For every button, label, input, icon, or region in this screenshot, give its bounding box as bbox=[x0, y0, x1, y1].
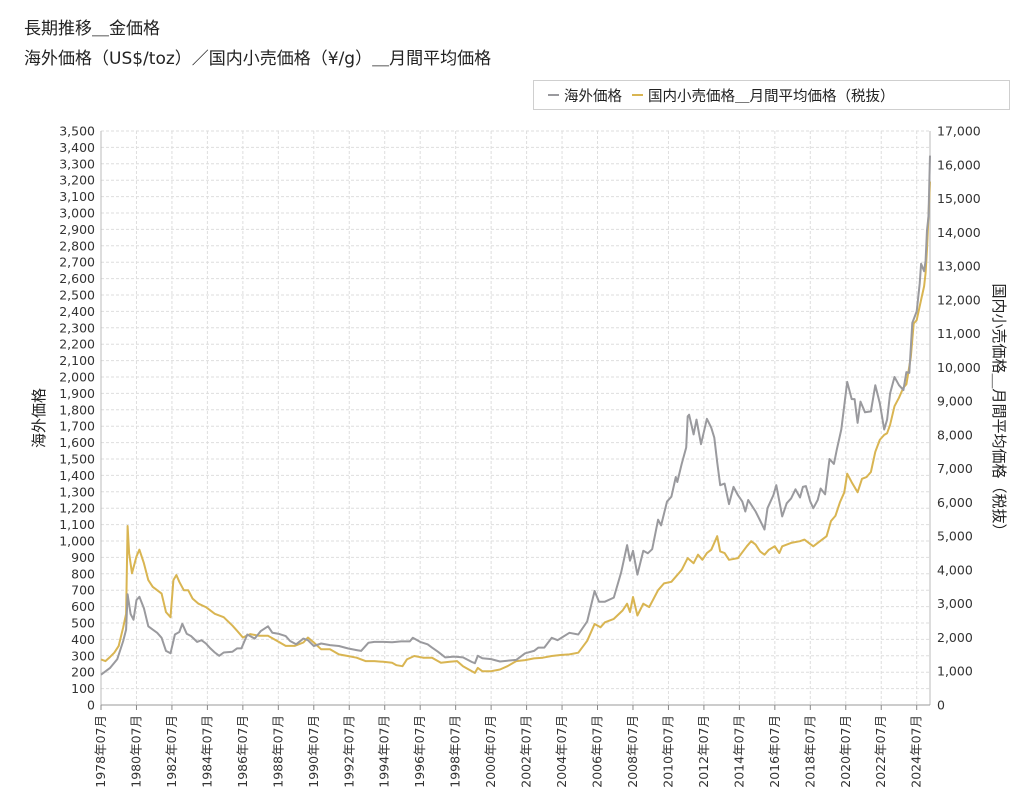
left-tick-label: 2,900 bbox=[59, 222, 95, 237]
series-lines bbox=[100, 155, 931, 676]
x-tick-label: 1982年07月 bbox=[164, 715, 179, 788]
x-tick-label: 1988年07月 bbox=[270, 715, 285, 788]
left-tick-label: 1,100 bbox=[59, 517, 95, 532]
right-tick-label: 4,000 bbox=[937, 562, 973, 577]
left-tick-label: 1,000 bbox=[59, 534, 95, 549]
right-axis-title: 国内小売価格＿月間平均価格（税抜） bbox=[990, 283, 1008, 538]
right-tick-label: 8,000 bbox=[937, 427, 973, 442]
left-tick-label: 800 bbox=[71, 566, 95, 581]
left-tick-label: 2,200 bbox=[59, 337, 95, 352]
x-tick-label: 1980年07月 bbox=[128, 715, 143, 788]
left-tick-label: 2,000 bbox=[59, 370, 95, 385]
left-tick-label: 200 bbox=[71, 665, 95, 680]
x-tick-label: 1978年07月 bbox=[93, 715, 108, 788]
x-tick-label: 1984年07月 bbox=[199, 715, 214, 788]
left-tick-label: 1,900 bbox=[59, 386, 95, 401]
right-tick-label: 11,000 bbox=[937, 326, 981, 341]
right-tick-label: 12,000 bbox=[937, 292, 981, 307]
left-tick-label: 2,800 bbox=[59, 238, 95, 253]
x-tick-label: 2018年07月 bbox=[802, 715, 817, 788]
left-tick-label: 3,300 bbox=[59, 156, 95, 171]
left-tick-label: 400 bbox=[71, 632, 95, 647]
left-axis-ticks: 01002003004005006007008009001,0001,1001,… bbox=[59, 124, 95, 713]
x-tick-label: 2006年07月 bbox=[590, 715, 605, 788]
right-tick-label: 2,000 bbox=[937, 630, 973, 645]
x-tick-label: 2010年07月 bbox=[660, 715, 675, 788]
left-tick-label: 1,300 bbox=[59, 484, 95, 499]
x-tick-label: 2024年07月 bbox=[909, 715, 924, 788]
x-tick-label: 2000年07月 bbox=[483, 715, 498, 788]
right-tick-label: 0 bbox=[937, 698, 945, 713]
right-tick-label: 9,000 bbox=[937, 394, 973, 409]
left-tick-label: 3,000 bbox=[59, 206, 95, 221]
x-tick-label: 2014年07月 bbox=[731, 715, 746, 788]
x-tick-label: 1986年07月 bbox=[235, 715, 250, 788]
x-tick-label: 1990年07月 bbox=[306, 715, 321, 788]
x-tick-label: 2012年07月 bbox=[696, 715, 711, 788]
left-tick-label: 1,200 bbox=[59, 501, 95, 516]
x-tick-label: 2016年07月 bbox=[767, 715, 782, 788]
left-tick-label: 1,700 bbox=[59, 419, 95, 434]
right-axis-ticks: 0 1,000 2,000 3,000 4,000 5,000 6,000 7,000 8,00… bbox=[937, 124, 981, 713]
right-tick-label: 16,000 bbox=[937, 157, 981, 172]
x-tick-label: 2008年07月 bbox=[625, 715, 640, 788]
x-axis-ticks: 1978年07月 1980年07月 1982年07月 1984年07月 1986年07月… bbox=[93, 705, 924, 788]
left-tick-label: 2,500 bbox=[59, 288, 95, 303]
left-tick-label: 2,600 bbox=[59, 271, 95, 286]
left-tick-label: 1,500 bbox=[59, 452, 95, 467]
left-tick-label: 1,400 bbox=[59, 468, 95, 483]
x-tick-label: 2022年07月 bbox=[873, 715, 888, 788]
left-tick-label: 2,700 bbox=[59, 255, 95, 270]
right-tick-label: 5,000 bbox=[937, 529, 973, 544]
right-tick-label: 3,000 bbox=[937, 596, 973, 611]
left-tick-label: 2,300 bbox=[59, 320, 95, 335]
series-line-domestic bbox=[100, 181, 931, 674]
series-line-overseas bbox=[100, 155, 931, 676]
chart-legend: 海外価格 国内小売価格＿月間平均価格（税抜） bbox=[533, 80, 1010, 110]
x-tick-label: 2004年07月 bbox=[554, 715, 569, 788]
left-tick-label: 3,500 bbox=[59, 124, 95, 139]
left-tick-label: 100 bbox=[71, 681, 95, 696]
left-tick-label: 3,100 bbox=[59, 189, 95, 204]
left-tick-label: 900 bbox=[71, 550, 95, 565]
left-tick-label: 2,100 bbox=[59, 353, 95, 368]
chart-subtitle: 海外価格（US$/toz）／国内小売価格（¥/g）＿月間平均価格 bbox=[24, 49, 492, 69]
x-tick-label: 2002年07月 bbox=[519, 715, 534, 788]
x-tick-label: 1996年07月 bbox=[412, 715, 427, 788]
legend-swatch-overseas bbox=[548, 94, 559, 96]
x-tick-label: 1992年07月 bbox=[341, 715, 356, 788]
left-tick-label: 500 bbox=[71, 616, 95, 631]
left-tick-label: 3,400 bbox=[59, 140, 95, 155]
left-axis-title: 海外価格 bbox=[30, 388, 48, 448]
chart-title: 長期推移＿金価格 bbox=[24, 19, 160, 39]
x-tick-label: 2020年07月 bbox=[838, 715, 853, 788]
x-tick-label: 1998年07月 bbox=[448, 715, 463, 788]
right-tick-label: 14,000 bbox=[937, 225, 981, 240]
legend-label-domestic: 国内小売価格＿月間平均価格（税抜） bbox=[648, 88, 895, 105]
x-tick-label: 1994年07月 bbox=[377, 715, 392, 788]
left-tick-label: 600 bbox=[71, 599, 95, 614]
right-tick-label: 15,000 bbox=[937, 191, 981, 206]
legend-item-domestic[interactable]: 国内小売価格＿月間平均価格（税抜） bbox=[632, 85, 895, 106]
left-tick-label: 1,600 bbox=[59, 435, 95, 450]
legend-item-overseas[interactable]: 海外価格 bbox=[548, 85, 622, 106]
left-tick-label: 3,200 bbox=[59, 173, 95, 188]
left-tick-label: 1,800 bbox=[59, 402, 95, 417]
left-tick-label: 700 bbox=[71, 583, 95, 598]
right-tick-label: 1,000 bbox=[937, 664, 973, 679]
right-tick-label: 6,000 bbox=[937, 495, 973, 510]
right-tick-label: 7,000 bbox=[937, 461, 973, 476]
right-tick-label: 10,000 bbox=[937, 360, 981, 375]
legend-label-overseas: 海外価格 bbox=[564, 88, 622, 105]
chart-grid bbox=[100, 130, 931, 706]
left-tick-label: 300 bbox=[71, 648, 95, 663]
right-tick-label: 17,000 bbox=[937, 124, 981, 139]
left-tick-label: 0 bbox=[87, 698, 95, 713]
legend-swatch-domestic bbox=[632, 94, 643, 96]
right-tick-label: 13,000 bbox=[937, 259, 981, 274]
left-tick-label: 2,400 bbox=[59, 304, 95, 319]
